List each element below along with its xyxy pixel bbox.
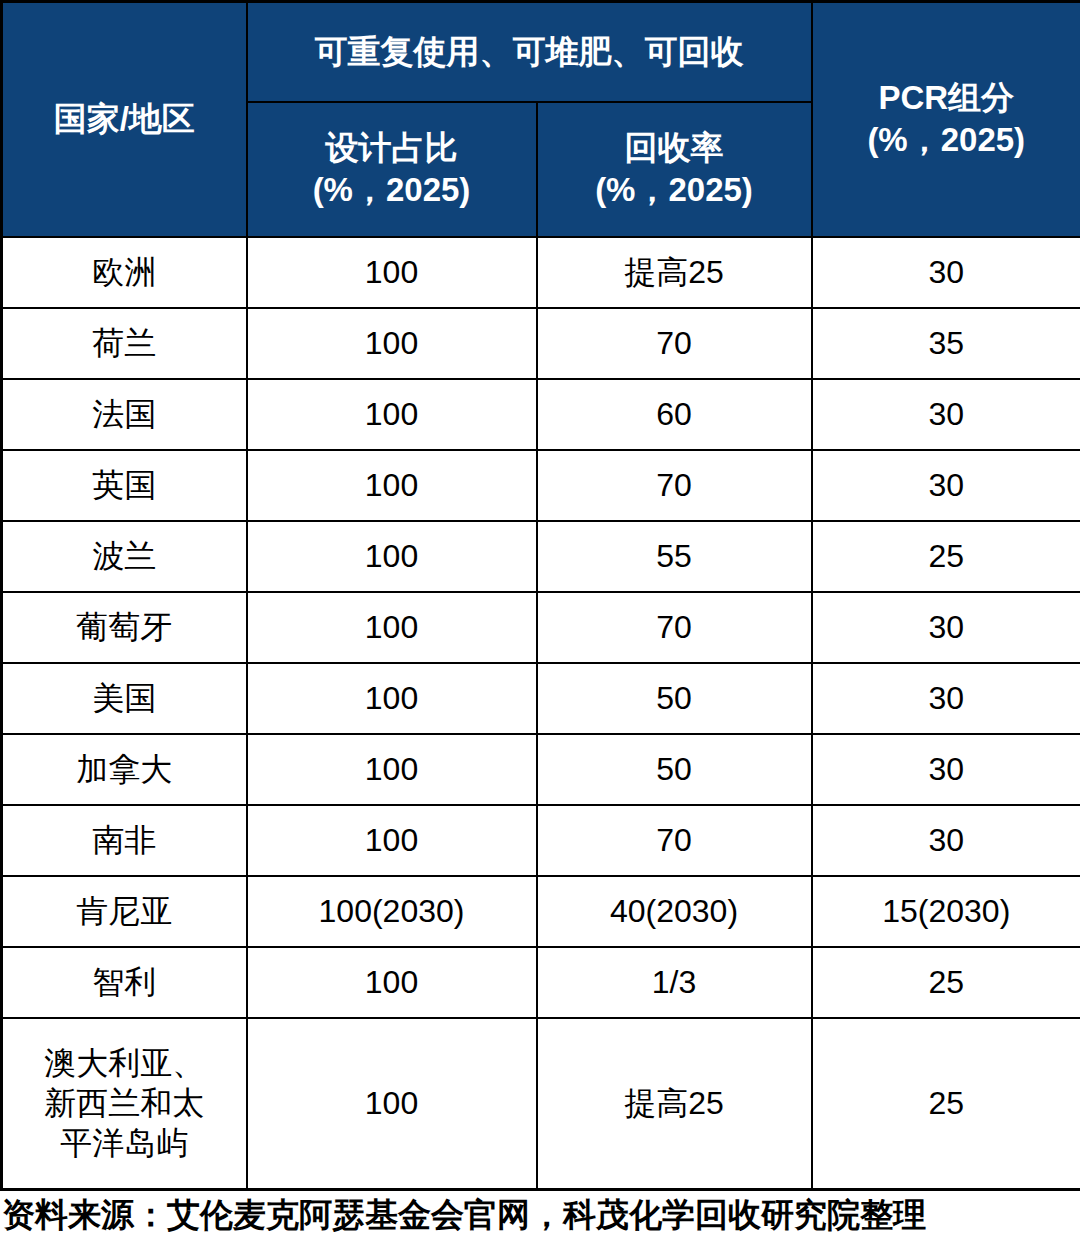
header-group-reusable-compostable-recyclable: 可重复使用、可堆肥、可回收	[247, 2, 812, 102]
table-row: 美国 100 50 30	[2, 663, 1080, 734]
table-row: 波兰 100 55 25	[2, 521, 1080, 592]
cell-region: 澳大利亚、 新西兰和太 平洋岛屿	[2, 1018, 247, 1190]
cell-pcr: 30	[812, 734, 1080, 805]
table-row: 荷兰 100 70 35	[2, 308, 1080, 379]
table-row: 澳大利亚、 新西兰和太 平洋岛屿 100 提高25 25	[2, 1018, 1080, 1190]
table-row: 智利 100 1/3 25	[2, 947, 1080, 1018]
cell-region: 葡萄牙	[2, 592, 247, 663]
cell-pcr: 30	[812, 592, 1080, 663]
cell-design: 100	[247, 521, 537, 592]
cell-region: 荷兰	[2, 308, 247, 379]
cell-recycle: 70	[537, 308, 812, 379]
cell-recycle: 40(2030)	[537, 876, 812, 947]
cell-design: 100	[247, 450, 537, 521]
header-design-share: 设计占比 (%，2025)	[247, 102, 537, 237]
recycling-targets-table: 国家/地区 可重复使用、可堆肥、可回收 PCR组分 (%，2025) 设计占比 …	[0, 0, 1080, 1191]
cell-design: 100	[247, 237, 537, 308]
cell-pcr: 30	[812, 663, 1080, 734]
cell-recycle: 50	[537, 663, 812, 734]
cell-pcr: 25	[812, 947, 1080, 1018]
cell-pcr: 25	[812, 521, 1080, 592]
cell-region: 加拿大	[2, 734, 247, 805]
table-row: 欧洲 100 提高25 30	[2, 237, 1080, 308]
table-row: 肯尼亚 100(2030) 40(2030) 15(2030)	[2, 876, 1080, 947]
cell-region: 英国	[2, 450, 247, 521]
cell-pcr: 30	[812, 450, 1080, 521]
cell-design: 100	[247, 308, 537, 379]
cell-pcr: 35	[812, 308, 1080, 379]
cell-region: 智利	[2, 947, 247, 1018]
cell-recycle: 55	[537, 521, 812, 592]
cell-recycle: 50	[537, 734, 812, 805]
cell-pcr: 30	[812, 237, 1080, 308]
cell-pcr: 30	[812, 379, 1080, 450]
cell-design: 100(2030)	[247, 876, 537, 947]
cell-region: 南非	[2, 805, 247, 876]
cell-design: 100	[247, 663, 537, 734]
cell-region: 欧洲	[2, 237, 247, 308]
table-row: 葡萄牙 100 70 30	[2, 592, 1080, 663]
header-region: 国家/地区	[2, 2, 247, 237]
table-row: 南非 100 70 30	[2, 805, 1080, 876]
cell-pcr: 25	[812, 1018, 1080, 1190]
cell-recycle: 1/3	[537, 947, 812, 1018]
header-recycle-rate: 回收率 (%，2025)	[537, 102, 812, 237]
cell-design: 100	[247, 734, 537, 805]
cell-design: 100	[247, 379, 537, 450]
cell-design: 100	[247, 947, 537, 1018]
table-row: 英国 100 70 30	[2, 450, 1080, 521]
cell-design: 100	[247, 1018, 537, 1190]
cell-recycle: 70	[537, 805, 812, 876]
cell-region: 肯尼亚	[2, 876, 247, 947]
cell-pcr: 30	[812, 805, 1080, 876]
cell-design: 100	[247, 592, 537, 663]
cell-recycle: 提高25	[537, 1018, 812, 1190]
table-row: 加拿大 100 50 30	[2, 734, 1080, 805]
cell-region: 美国	[2, 663, 247, 734]
cell-recycle: 提高25	[537, 237, 812, 308]
source-note: 资料来源：艾伦麦克阿瑟基金会官网，科茂化学回收研究院整理	[0, 1191, 1080, 1237]
cell-recycle: 70	[537, 450, 812, 521]
table-row: 法国 100 60 30	[2, 379, 1080, 450]
cell-recycle: 60	[537, 379, 812, 450]
cell-region: 波兰	[2, 521, 247, 592]
cell-recycle: 70	[537, 592, 812, 663]
header-pcr: PCR组分 (%，2025)	[812, 2, 1080, 237]
cell-region: 法国	[2, 379, 247, 450]
cell-pcr: 15(2030)	[812, 876, 1080, 947]
cell-design: 100	[247, 805, 537, 876]
